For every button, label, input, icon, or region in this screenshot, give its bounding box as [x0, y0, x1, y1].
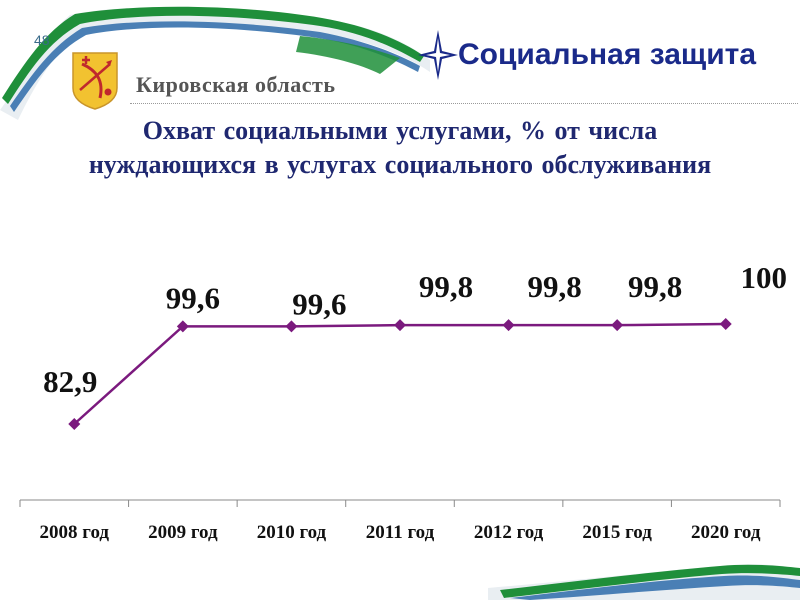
chart-title-line-1: Охват социальными услугами, % от числа [142, 116, 658, 145]
data-point-marker [285, 320, 298, 333]
x-tick-label: 2009 год [148, 522, 218, 543]
compass-star-icon [418, 30, 458, 80]
chart-title: Охват социальными услугами, % от числа н… [0, 114, 800, 182]
chart-title-line-2: нуждающихся в услугах социального обслуж… [88, 150, 712, 179]
data-label: 99,8 [628, 269, 682, 304]
data-point-marker [68, 418, 81, 430]
data-label: 99,6 [292, 286, 346, 321]
page-number: 48 [34, 32, 50, 48]
data-label: 82,9 [43, 364, 97, 399]
series-line [73, 322, 726, 425]
x-tick-label: 2010 год [257, 522, 327, 543]
region-name: Кировская область [136, 72, 336, 97]
x-tick-label: 2015 год [582, 522, 652, 543]
data-label: 99,8 [419, 269, 473, 304]
section-title: Социальная защита [458, 38, 757, 71]
data-point-marker [611, 319, 624, 332]
kirov-coat-of-arms-icon [72, 52, 118, 110]
data-label: 100 [740, 260, 787, 295]
x-tick-label: 2012 год [474, 522, 544, 543]
data-point-marker [394, 319, 406, 332]
data-point-marker [176, 320, 189, 333]
data-label: 99,8 [527, 269, 581, 304]
x-tick-label: 2008 год [40, 522, 110, 543]
header-divider [130, 103, 798, 104]
data-point-marker [502, 319, 515, 332]
data-point-marker [719, 318, 732, 330]
x-tick-label: 2011 год [366, 522, 435, 543]
data-label: 99,6 [166, 280, 220, 315]
x-tick-label: 2020 год [691, 522, 761, 543]
